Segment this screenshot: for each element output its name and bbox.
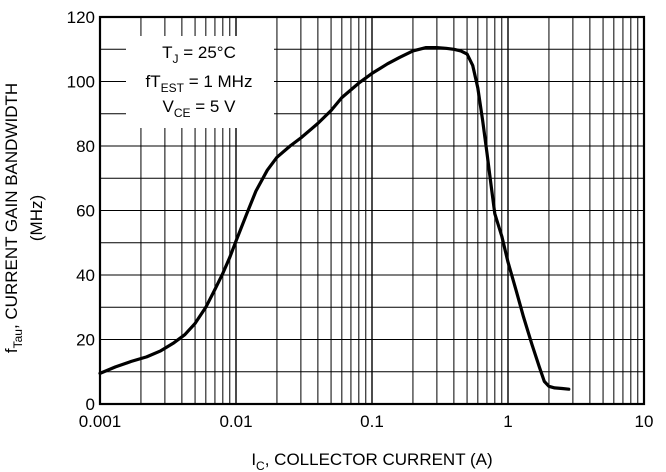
x-tick-label: 0.01 xyxy=(219,412,252,431)
x-tick-label: 10 xyxy=(635,412,654,431)
x-tick-label: 0.1 xyxy=(360,412,384,431)
annotation-line-2-rest: = 1 MHz xyxy=(184,72,253,91)
x-tick-label: 0.001 xyxy=(79,412,122,431)
x-axis-title: IC, COLLECTOR CURRENT (A) xyxy=(251,450,492,472)
y-tick-label: 20 xyxy=(76,331,95,350)
curve-layer xyxy=(98,45,571,391)
y-tick-labels: 0 20 40 60 80 100 120 xyxy=(67,8,95,414)
y-tick-label: 120 xyxy=(67,8,95,27)
y-tick-label: 0 xyxy=(86,395,95,414)
y-axis-title-line-2: (MHz) xyxy=(27,195,46,241)
y-axis-title-main: f xyxy=(2,348,21,353)
x-axis-title-main: I xyxy=(251,450,256,469)
y-tick-label: 100 xyxy=(67,73,95,92)
annotation-line-1-rest: = 25°C xyxy=(179,43,236,62)
annotation-line-3-rest: = 5 V xyxy=(191,97,237,116)
bandwidth-curve xyxy=(98,45,571,391)
y-tick-label: 40 xyxy=(76,266,95,285)
annotation-line-1-main: T xyxy=(162,43,172,62)
annotation-line-2-main: fT xyxy=(146,72,161,91)
annotation-line-3: VCE = 5 V xyxy=(163,97,237,120)
y-axis-title-sub: Tau xyxy=(11,329,25,348)
y-axis-title: fTau, CURRENT GAIN BANDWIDTH (MHz) xyxy=(2,83,46,353)
annotation-line-3-sub: CE xyxy=(174,106,191,120)
y-tick-label: 60 xyxy=(76,202,95,221)
y-axis-title-line-1: fTau, CURRENT GAIN BANDWIDTH xyxy=(2,83,25,353)
annotation-line-1: TJ = 25°C xyxy=(162,43,236,66)
x-axis-title-sub: C xyxy=(256,459,265,472)
annotation-background xyxy=(126,36,274,128)
x-tick-labels: 0.001 0.01 0.1 1 10 xyxy=(79,412,654,431)
x-tick-label: 1 xyxy=(503,412,512,431)
annotation-box: TJ = 25°C fTEST = 1 MHz VCE = 5 V xyxy=(146,43,253,120)
y-tick-label: 80 xyxy=(76,137,95,156)
x-axis-title-rest: , COLLECTOR CURRENT (A) xyxy=(265,450,493,469)
y-axis-title-rest: , CURRENT GAIN BANDWIDTH xyxy=(2,83,21,329)
annotation-line-2: fTEST = 1 MHz xyxy=(146,72,253,95)
annotation-line-2-sub: EST xyxy=(161,81,185,95)
annotation-line-1-sub: J xyxy=(173,52,179,66)
plot-frame xyxy=(98,15,646,406)
annotation-line-3-main: V xyxy=(163,97,175,116)
